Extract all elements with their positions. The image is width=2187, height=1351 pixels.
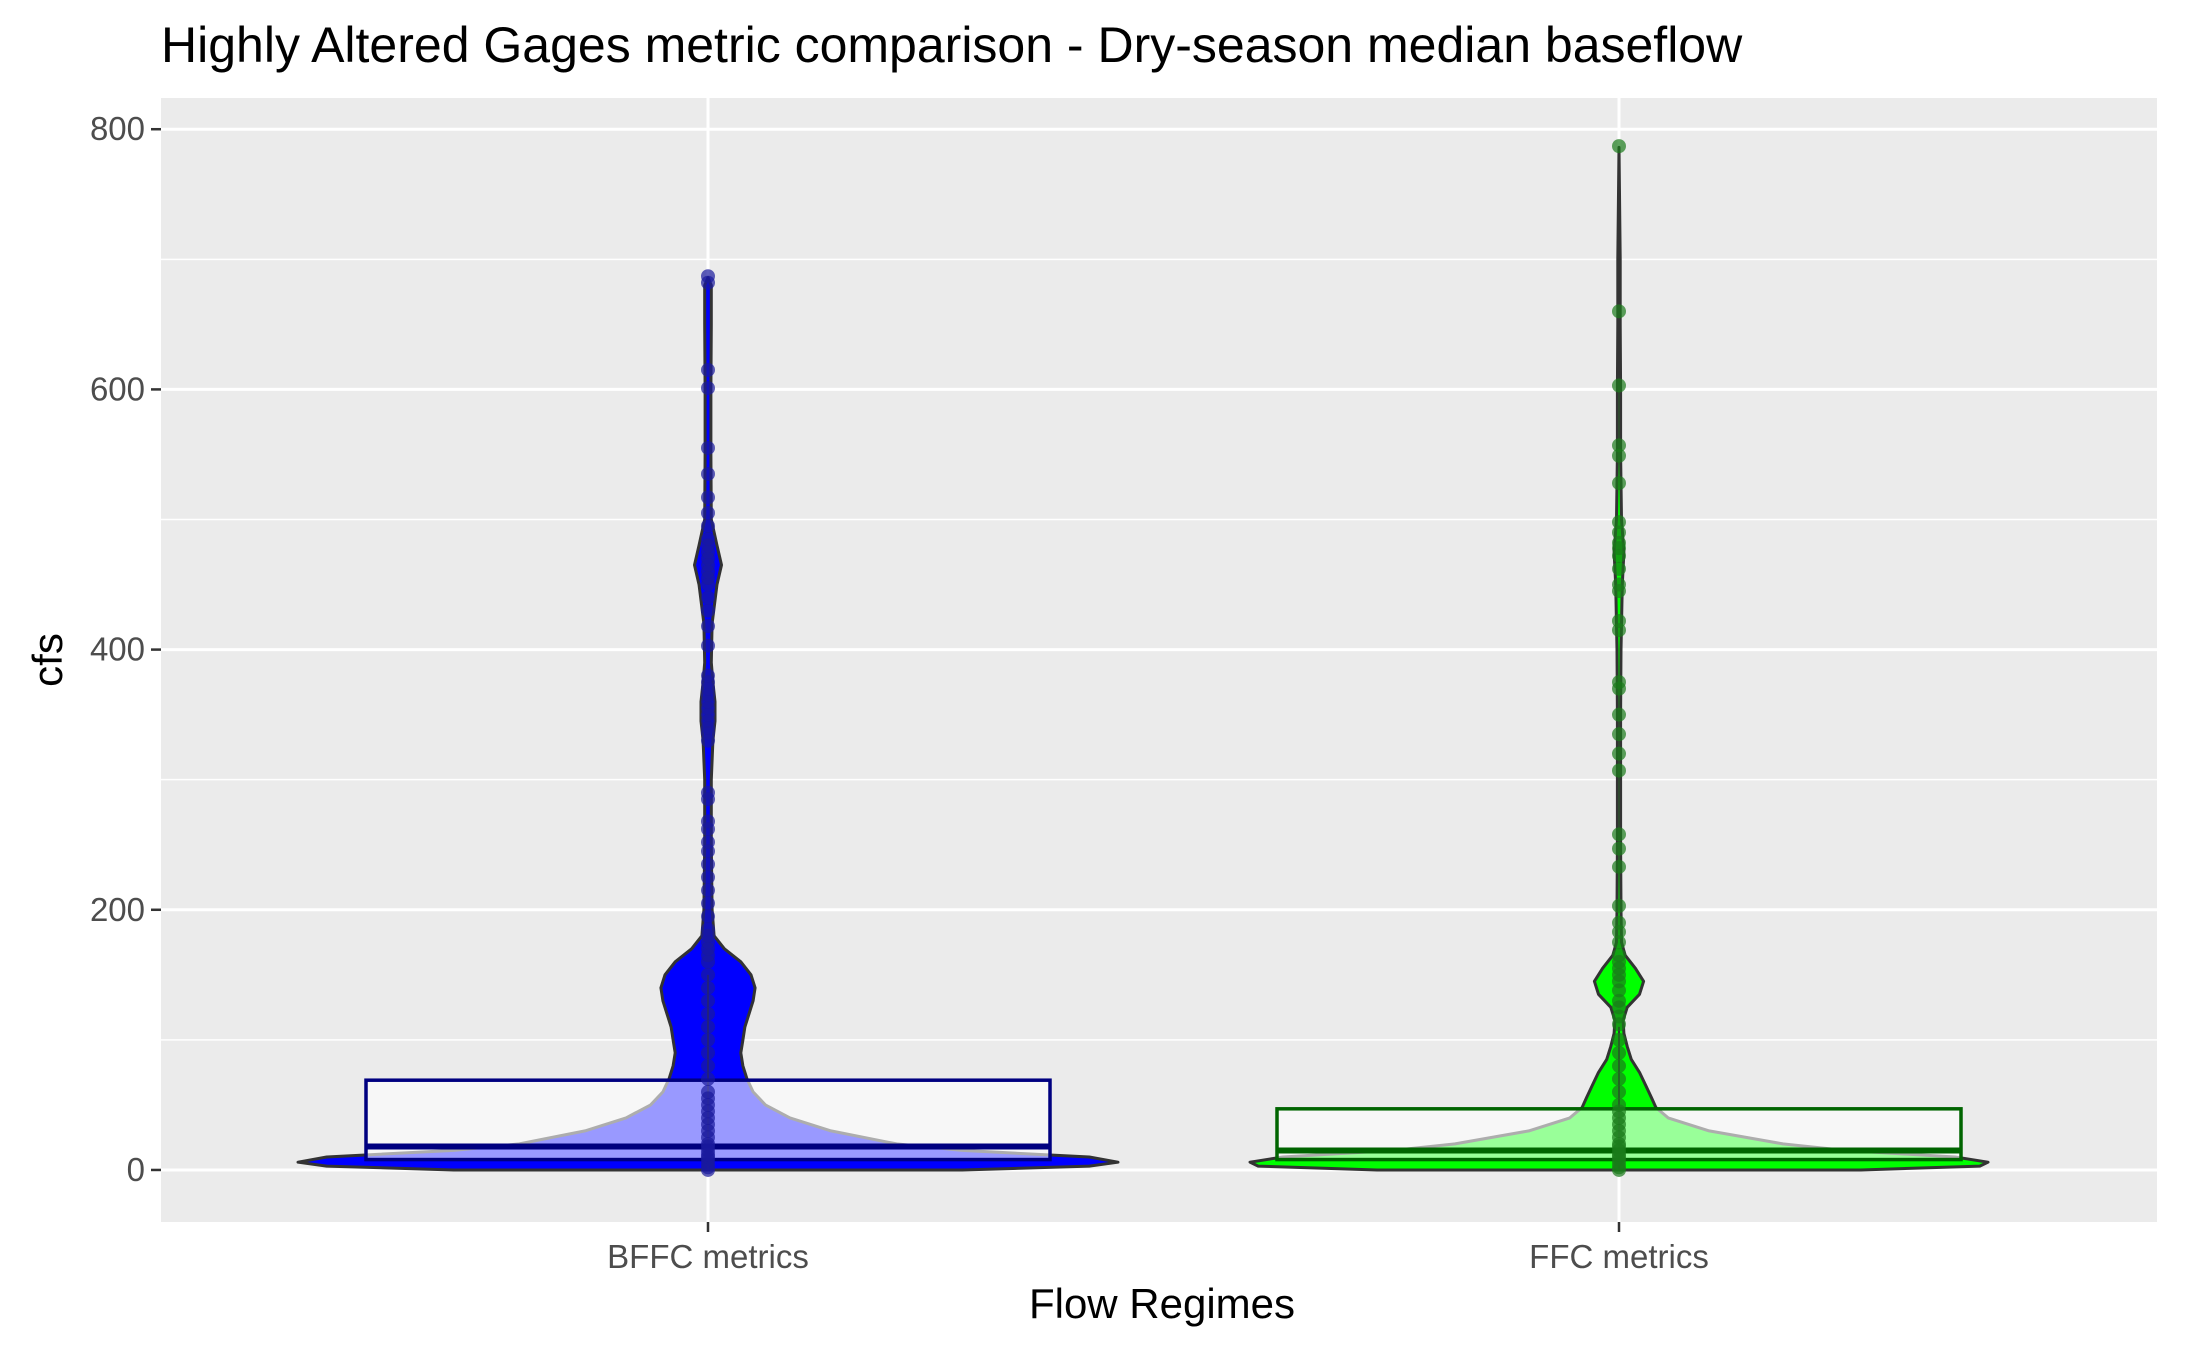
data-point	[1612, 515, 1626, 530]
data-point	[1612, 304, 1626, 319]
y-tick-label: 600	[90, 370, 145, 407]
data-point	[701, 519, 715, 534]
data-point	[1612, 763, 1626, 778]
data-point	[701, 1006, 715, 1021]
data-point	[701, 1058, 715, 1073]
data-point	[701, 668, 715, 683]
data-point	[1612, 993, 1626, 1008]
data-point	[1612, 948, 1626, 963]
axis-ticks: 0 200 400 600 800 BFFC metrics FFC metrics	[90, 110, 1709, 1275]
data-point	[1612, 438, 1626, 453]
x-tick-label: BFFC metrics	[607, 1238, 809, 1275]
data-point	[701, 505, 715, 520]
y-axis-title: cfs	[24, 633, 71, 687]
data-point	[1612, 525, 1626, 540]
data-point	[701, 619, 715, 634]
data-point	[701, 870, 715, 885]
y-tick-label: 200	[90, 891, 145, 928]
data-point	[701, 1084, 715, 1099]
data-point	[1612, 1097, 1626, 1112]
data-point	[701, 980, 715, 995]
data-point	[1612, 746, 1626, 761]
chart-title: Highly Altered Gages metric comparison -…	[161, 17, 1743, 73]
data-point	[1612, 675, 1626, 690]
data-point	[701, 269, 715, 284]
data-point	[701, 896, 715, 911]
data-point	[701, 1071, 715, 1086]
data-point	[701, 1032, 715, 1047]
data-point	[1612, 378, 1626, 393]
data-point	[701, 466, 715, 481]
violin-shape	[1248, 145, 1990, 1172]
data-point	[1612, 139, 1626, 154]
data-point	[1612, 613, 1626, 628]
data-point	[701, 1019, 715, 1034]
data-point	[701, 1045, 715, 1060]
data-point	[701, 967, 715, 982]
data-point	[1612, 448, 1626, 463]
data-point	[701, 603, 715, 618]
data-point	[1612, 915, 1626, 930]
data-point	[1612, 841, 1626, 856]
data-point	[701, 835, 715, 850]
data-point	[1612, 935, 1626, 950]
data-point	[1612, 476, 1626, 491]
data-point	[701, 440, 715, 455]
data-point	[1612, 561, 1626, 576]
data-point	[1612, 1071, 1626, 1086]
data-point	[701, 922, 715, 937]
data-point	[701, 490, 715, 505]
y-tick-label: 0	[127, 1151, 145, 1188]
data-point	[701, 362, 715, 377]
data-point	[1612, 1045, 1626, 1060]
data-point	[701, 814, 715, 829]
data-point	[701, 590, 715, 605]
data-point	[701, 638, 715, 653]
y-tick-label: 400	[90, 631, 145, 668]
data-point	[1612, 535, 1626, 550]
x-tick-label: FFC metrics	[1529, 1238, 1709, 1275]
data-point	[1612, 1084, 1626, 1099]
data-point	[1612, 1058, 1626, 1073]
data-point	[1612, 707, 1626, 722]
data-point	[1612, 1032, 1626, 1047]
data-point	[701, 909, 715, 924]
data-point	[1612, 727, 1626, 742]
data-point	[1612, 859, 1626, 874]
data-point	[1612, 898, 1626, 913]
violin-group	[1248, 139, 1990, 1177]
data-point	[701, 532, 715, 547]
data-point	[701, 381, 715, 396]
data-point	[701, 883, 715, 898]
data-point	[701, 993, 715, 1008]
plot-panel-background	[161, 98, 2157, 1222]
data-point	[701, 785, 715, 800]
violin-group	[296, 269, 1120, 1177]
data-point	[701, 857, 715, 872]
data-point	[1612, 577, 1626, 592]
violins	[296, 139, 1990, 1177]
data-point	[1612, 827, 1626, 842]
y-tick-label: 800	[90, 110, 145, 147]
x-axis-title: Flow Regimes	[1029, 1280, 1295, 1327]
